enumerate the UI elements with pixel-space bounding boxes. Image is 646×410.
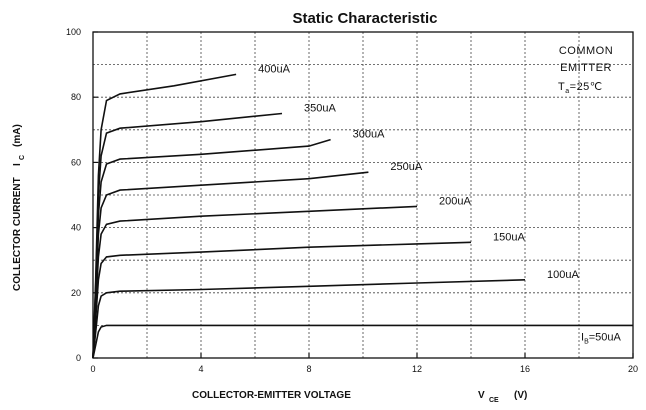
y-axis-label-sub: C bbox=[19, 155, 26, 160]
x-tick-label: 12 bbox=[412, 364, 422, 374]
series-label-1: 100uA bbox=[547, 269, 579, 281]
annotation-temp-sub: a bbox=[565, 88, 569, 95]
chart-title: Static Characteristic bbox=[292, 10, 437, 27]
x-axis-label-text: COLLECTOR-EMITTER VOLTAGE bbox=[192, 390, 351, 401]
annotation-line-1: COMMON bbox=[559, 45, 613, 57]
x-tick-label: 8 bbox=[306, 364, 311, 374]
series-line-2 bbox=[92, 241, 472, 359]
y-tick-label: 60 bbox=[71, 157, 81, 167]
series-label-4: 250uA bbox=[390, 161, 422, 173]
ticks-layer: 0 4 8 12 16 20 0 20 40 60 80 100 bbox=[66, 27, 638, 374]
x-tick-label: 16 bbox=[520, 364, 530, 374]
y-tick-label: 100 bbox=[66, 27, 81, 37]
grid-layer bbox=[93, 32, 633, 358]
annotation-temp-value: =25℃ bbox=[570, 81, 603, 93]
y-tick-label: 80 bbox=[71, 92, 81, 102]
y-tick-label: 20 bbox=[71, 288, 81, 298]
series-line-0 bbox=[92, 324, 633, 359]
plot-frame bbox=[92, 31, 634, 359]
x-axis-label: COLLECTOR-EMITTER VOLTAGE V CE (V) bbox=[192, 390, 527, 404]
annotation: COMMON EMITTER Ta=25℃ bbox=[558, 45, 613, 95]
x-tick-label: 4 bbox=[198, 364, 203, 374]
curve-labels-layer: IB=50uA 100uA 150uA 200uA 250uA 300uA 350uA 400… bbox=[258, 63, 621, 345]
series-line-1 bbox=[92, 279, 526, 359]
x-axis-label-unit: (V) bbox=[514, 390, 527, 401]
series-label-5: 300uA bbox=[353, 129, 385, 141]
y-axis-label-text: COLLECTOR CURRENT bbox=[12, 177, 23, 291]
y-axis-label: COLLECTOR CURRENT I C (mA) bbox=[12, 124, 26, 291]
x-tick-label: 20 bbox=[628, 364, 638, 374]
x-axis-label-symbol: V bbox=[478, 390, 485, 401]
annotation-temp-symbol: T bbox=[558, 81, 565, 93]
x-axis-label-sub: CE bbox=[489, 397, 499, 404]
y-axis-label-symbol: I bbox=[12, 163, 23, 166]
x-tick-label: 0 bbox=[90, 364, 95, 374]
annotation-temperature: Ta=25℃ bbox=[558, 81, 603, 95]
series-label-7: 400uA bbox=[258, 63, 290, 75]
y-axis-label-unit: (mA) bbox=[12, 124, 23, 147]
series-label-3: 200uA bbox=[439, 195, 471, 207]
series-line-7 bbox=[92, 73, 237, 359]
series-label-0: IB=50uA bbox=[581, 331, 622, 345]
y-tick-label: 40 bbox=[71, 223, 81, 233]
curves-layer bbox=[92, 73, 633, 359]
y-tick-label: 0 bbox=[76, 353, 81, 363]
series-line-4 bbox=[92, 171, 369, 359]
annotation-line-2: EMITTER bbox=[560, 62, 612, 74]
series-label-6: 350uA bbox=[304, 103, 336, 115]
series-label-2: 150uA bbox=[493, 231, 525, 243]
